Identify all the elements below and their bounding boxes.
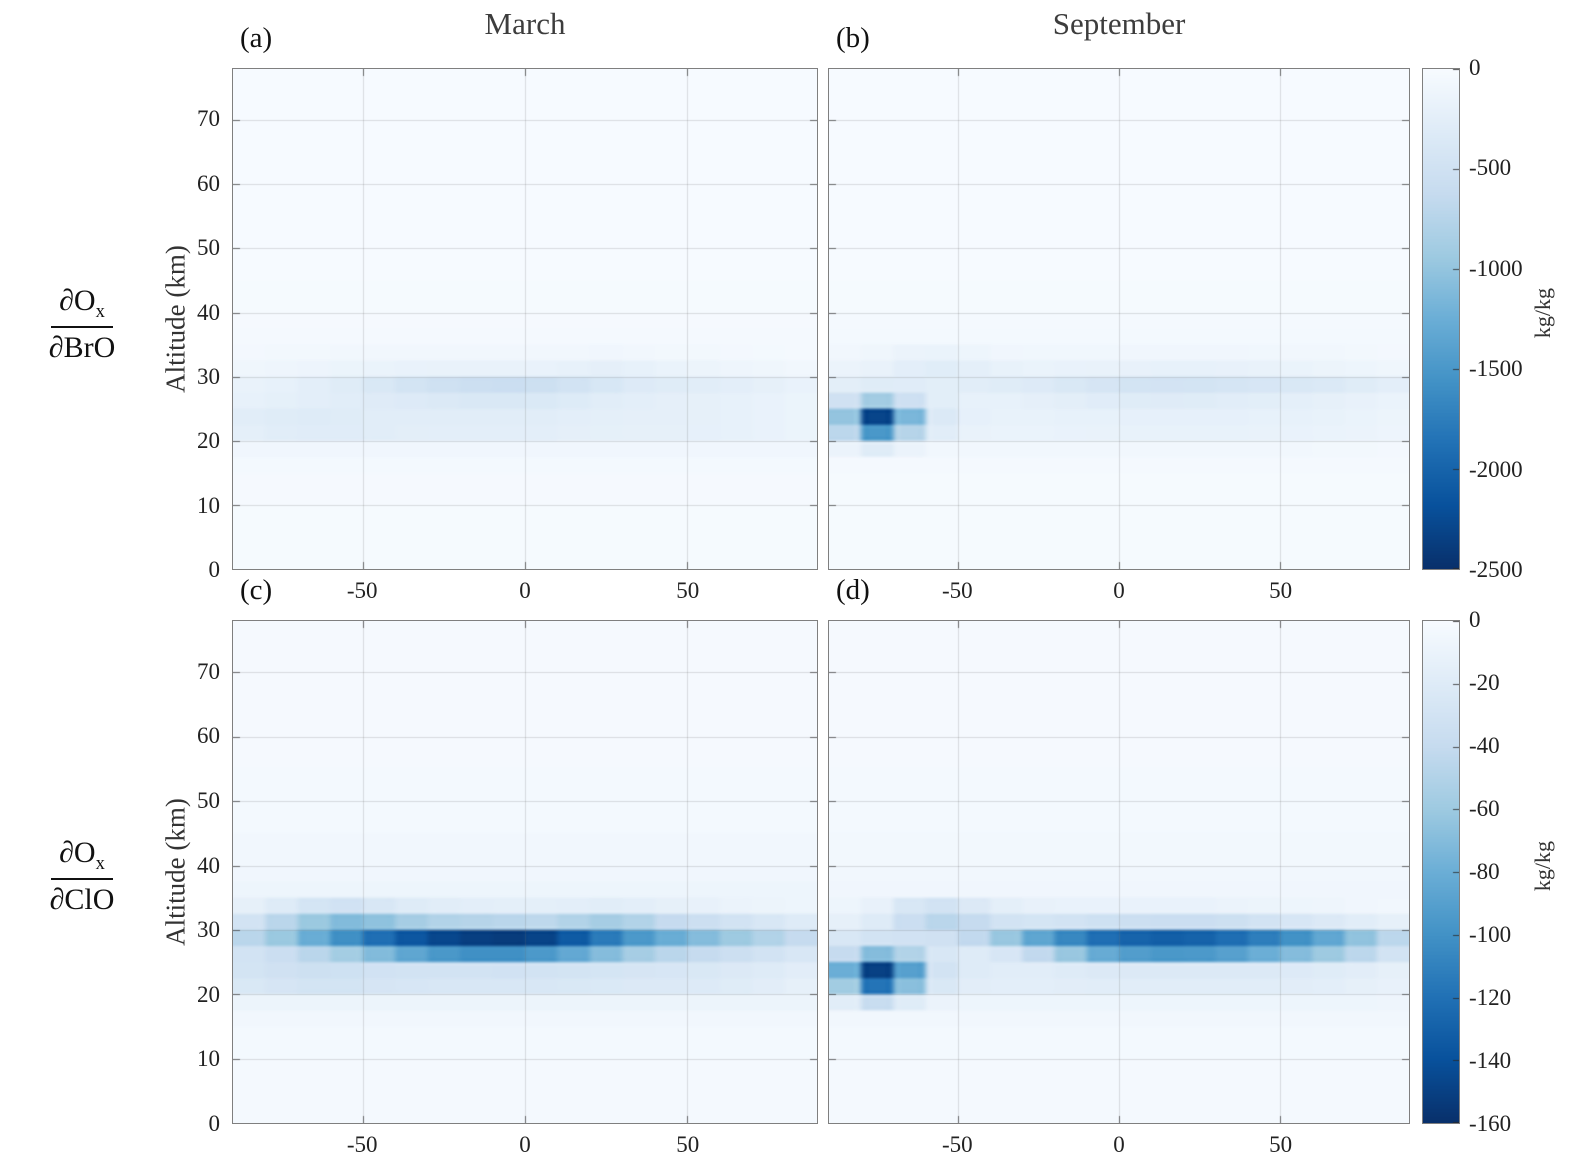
x-tick-label: -50 [346, 1132, 378, 1157]
colorbar-canvas-top [1423, 69, 1459, 569]
row-label-dOx-dClO: ∂Ox ∂ClO [24, 836, 140, 916]
colorbar-tick-label: -2500 [1469, 557, 1523, 582]
y-tick-label: 40 [197, 852, 220, 878]
y-tick-label: 10 [197, 492, 220, 518]
colorbar-tick-label: 0 [1469, 607, 1481, 632]
panel-label-a: (a) [240, 22, 273, 54]
colorbar-tick-label: -140 [1469, 1048, 1512, 1073]
fraction-numerator-text: ∂O [59, 284, 96, 317]
colorbar-top [1422, 68, 1460, 570]
y-axis-label-bottom: Altitude (km) [160, 798, 191, 946]
y-tick-label: 60 [197, 170, 220, 196]
y-tick-label: 40 [197, 299, 220, 325]
colorbar-unit-top: kg/kg [1530, 287, 1555, 339]
row-label-dOx-dBrO: ∂Ox ∂BrO [24, 284, 140, 364]
fraction-numerator: ∂Ox [51, 836, 113, 880]
fraction-numerator-sub: x [95, 853, 105, 874]
fraction-numerator: ∂Ox [51, 284, 113, 328]
y-tick-label: 0 [208, 1111, 221, 1136]
x-tick-label: -50 [941, 578, 973, 603]
y-tick-label: 50 [197, 235, 220, 261]
colorbar-tick-label: -40 [1469, 733, 1500, 758]
colorbar-unit-bottom: kg/kg [1530, 840, 1555, 892]
heatmap-panel-b [828, 68, 1410, 570]
y-tick-label: 10 [197, 1046, 220, 1072]
fraction-denominator: ∂ClO [49, 882, 115, 916]
y-tick-label: 0 [208, 557, 221, 582]
y-tick-label: 50 [197, 787, 220, 813]
colorbar-tick-label: -60 [1469, 796, 1500, 821]
colorbar-tick-label: -120 [1469, 985, 1512, 1010]
colorbar-tick-label: -1500 [1469, 356, 1523, 382]
fraction-numerator-sub: x [95, 301, 105, 322]
colorbar-bottom [1422, 620, 1460, 1124]
colorbar-tick-label: -100 [1469, 922, 1512, 947]
y-tick-label: 30 [197, 917, 220, 943]
colorbar-tick-label: -500 [1469, 155, 1512, 181]
heatmap-panel-d [828, 620, 1410, 1124]
colorbar-tick-label: -2000 [1469, 456, 1523, 482]
heatmap-panel-c [232, 620, 818, 1124]
heatmap-panel-a [232, 68, 818, 570]
colorbar-tick-label: -1000 [1469, 255, 1523, 281]
x-tick-label: 50 [676, 1132, 700, 1157]
x-tick-label: 0 [1113, 1132, 1125, 1157]
x-tick-label: 50 [1269, 578, 1293, 603]
x-tick-label: 0 [519, 578, 531, 603]
x-tick-label: 0 [519, 1132, 531, 1157]
heatmap-canvas-d [829, 621, 1409, 1123]
y-tick-label: 60 [197, 723, 220, 749]
y-tick-label: 30 [197, 363, 220, 389]
y-tick-label: 20 [197, 981, 220, 1007]
x-tick-label: -50 [346, 578, 378, 603]
colorbar-tick-label: -20 [1469, 670, 1500, 695]
panel-label-b: (b) [836, 22, 870, 54]
y-axis-label-top: Altitude (km) [160, 245, 191, 393]
heatmap-canvas-a [233, 69, 817, 569]
y-tick-label: 70 [197, 658, 220, 684]
x-tick-label: -50 [941, 1132, 973, 1157]
heatmap-canvas-c [233, 621, 817, 1123]
colorbar-canvas-bottom [1423, 621, 1459, 1123]
column-title-march: March [484, 6, 566, 41]
panel-label-d: (d) [836, 574, 870, 606]
x-tick-label: 50 [1269, 1132, 1293, 1157]
fraction-denominator: ∂BrO [48, 330, 116, 364]
colorbar-tick-label: -160 [1469, 1111, 1512, 1136]
panel-label-c: (c) [240, 574, 273, 606]
y-tick-label: 20 [197, 428, 220, 454]
colorbar-tick-label: -80 [1469, 859, 1500, 884]
x-tick-label: 50 [676, 578, 700, 603]
fraction-numerator-text: ∂O [59, 836, 96, 869]
colorbar-tick-label: 0 [1469, 55, 1481, 80]
x-tick-label: 0 [1113, 578, 1125, 603]
heatmap-canvas-b [829, 69, 1409, 569]
y-tick-label: 70 [197, 106, 220, 132]
column-title-september: September [1052, 6, 1186, 41]
